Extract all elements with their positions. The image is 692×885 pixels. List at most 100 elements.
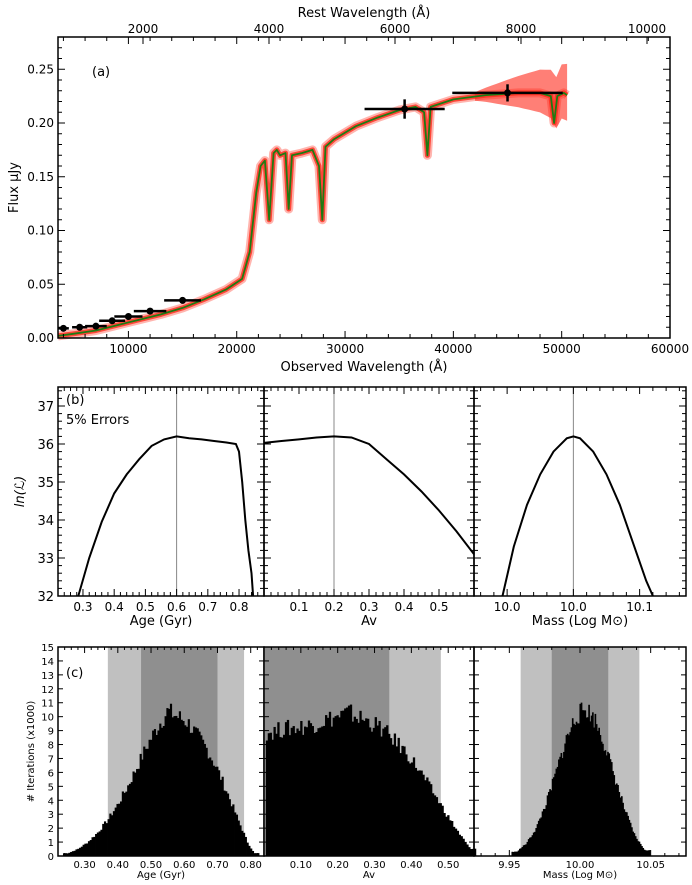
histogram-bar [452, 826, 456, 856]
histogram-bar [189, 732, 192, 856]
x-tick-label: 30000 [326, 342, 364, 356]
histogram-bar [290, 727, 293, 856]
histogram-bar [132, 771, 135, 856]
y-tick-label: 35 [37, 476, 54, 491]
histogram-bar [472, 848, 475, 856]
histogram-bar [384, 727, 387, 856]
histogram-bar [248, 845, 251, 856]
y-tick-label: 0.15 [27, 170, 54, 184]
y-tick-label: 10 [41, 713, 54, 724]
histogram-bar [120, 801, 123, 856]
histogram-bar [152, 730, 155, 856]
histogram-bar [589, 721, 592, 856]
histogram-bar [332, 717, 335, 856]
histogram-bar [547, 791, 550, 856]
histogram-bar [328, 711, 332, 856]
histogram-bar [93, 836, 96, 856]
histogram-bar [545, 805, 548, 856]
y-tick-label: 32 [37, 590, 54, 605]
histogram-bar [389, 738, 393, 856]
histogram-bar [239, 825, 242, 856]
histogram-bar [576, 723, 579, 856]
histogram-bar [588, 704, 590, 856]
histogram-bar [141, 759, 144, 856]
histogram-bar [64, 853, 67, 856]
histogram-bar [542, 808, 545, 856]
histogram-bar [349, 704, 353, 856]
histogram-bar [628, 819, 631, 856]
y-tick-label: 0.10 [27, 224, 54, 238]
histogram-bar [583, 710, 585, 856]
histogram-bar [244, 836, 247, 856]
x-tick-label: 0.30 [363, 860, 385, 871]
panel-label: (c) [66, 666, 83, 681]
histogram-bar [633, 833, 636, 856]
histogram-bar [598, 727, 600, 856]
histogram-bar [178, 711, 181, 856]
histogram-bar [549, 789, 551, 856]
x-axis-title: Observed Wavelength (Å) [281, 359, 448, 375]
histogram-bar [439, 803, 442, 856]
histogram-bar [574, 724, 577, 856]
subplot-frame [473, 386, 687, 597]
histogram-bar [87, 841, 91, 856]
histogram-bar [428, 781, 431, 856]
histogram-bar [102, 823, 105, 856]
histogram-bar [127, 785, 130, 856]
histogram-bar [209, 757, 212, 856]
histogram-bar [626, 812, 628, 856]
photometry-marker [179, 296, 187, 304]
histogram-bar [603, 751, 606, 856]
histogram-bar [281, 737, 284, 856]
y-tick-label: 7 [48, 754, 54, 765]
top-x-axis-title: Rest Wavelength (Å) [298, 5, 431, 21]
y-tick-label: 0.20 [27, 116, 54, 130]
photometry-marker [124, 313, 132, 320]
panel-a: 10000 20000 30000 40000 50000 60000 2000 4000 60… [7, 5, 689, 375]
x-tick-label: 0.10 [290, 860, 312, 871]
histogram-bar [234, 812, 237, 856]
histogram-bar [587, 717, 589, 856]
histogram-bar [219, 779, 222, 856]
photometry-marker [59, 324, 67, 332]
histogram-bar [433, 795, 437, 856]
panel-label: (b) [66, 393, 84, 408]
histogram-bar [524, 844, 526, 856]
histogram-bar [305, 727, 309, 856]
histogram-bar [563, 751, 565, 856]
histogram-bar [82, 844, 85, 856]
histogram-bar [644, 850, 647, 856]
histogram-bar [466, 844, 469, 856]
histogram-bar [71, 851, 75, 856]
histogram-bar [590, 715, 593, 856]
histogram-bar [271, 739, 274, 856]
histogram-bar [516, 851, 519, 856]
histogram-bar [564, 743, 566, 856]
x-tick-label: 50000 [543, 342, 581, 356]
histogram-bar [228, 799, 231, 856]
histogram-bar [338, 717, 341, 856]
photometry-marker [504, 89, 512, 97]
histogram-bar [412, 757, 416, 856]
x-tick-label: 10000 [109, 342, 147, 356]
histogram-bar [559, 756, 561, 856]
histogram-bar [530, 837, 532, 856]
histogram-bar [422, 774, 425, 856]
histogram-bar [537, 820, 540, 856]
histogram-bar [309, 723, 313, 856]
histogram-bar [111, 815, 114, 856]
histogram-bar [182, 720, 185, 856]
histogram-bar [336, 715, 339, 856]
histogram-bar [376, 725, 379, 856]
histogram-bar [134, 772, 137, 856]
likelihood-curve [501, 435, 654, 597]
histogram-bar [578, 723, 580, 856]
histogram-bar [200, 735, 203, 856]
histogram-bar [393, 733, 397, 856]
x-tick-label: 0.2 [324, 600, 343, 614]
histogram-bar [575, 721, 578, 856]
histogram-bar [414, 767, 418, 856]
histogram-bar [470, 849, 473, 856]
histogram-bar [218, 770, 221, 856]
